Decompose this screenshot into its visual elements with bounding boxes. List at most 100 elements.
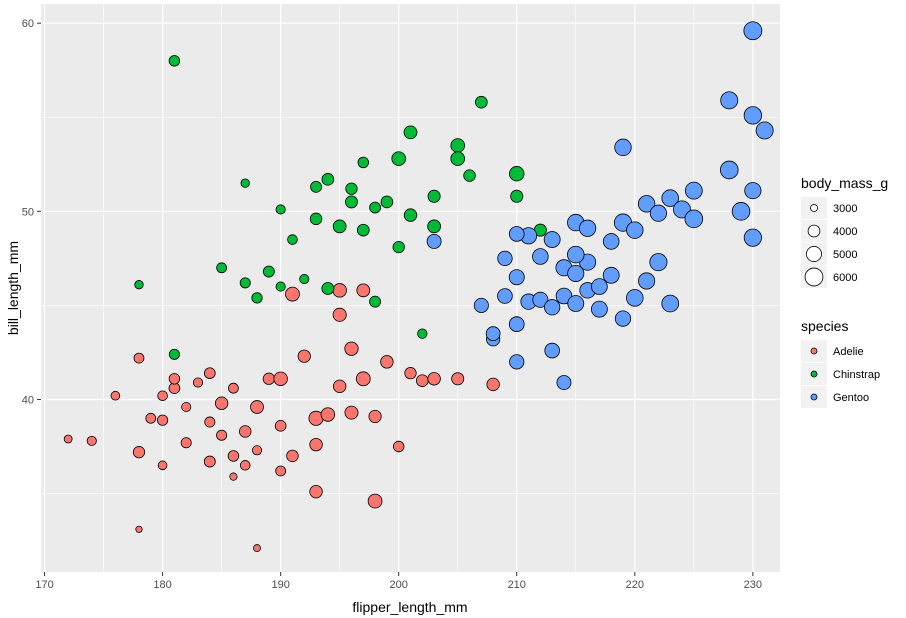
data-point — [743, 228, 762, 247]
y-axis-title: bill_length_mm — [5, 241, 21, 335]
data-point — [473, 297, 489, 313]
data-point — [626, 221, 644, 239]
y-tick-label: 40 — [22, 394, 34, 406]
data-point — [450, 151, 465, 166]
data-points — [63, 21, 774, 553]
data-point — [239, 425, 252, 438]
color-legend-key-chinstrap: Chinstrap — [801, 363, 880, 385]
data-point — [369, 201, 381, 214]
data-point — [543, 231, 561, 248]
data-point — [275, 204, 286, 215]
data-point — [297, 349, 311, 363]
data-point — [355, 371, 371, 387]
data-point — [86, 435, 97, 446]
data-point — [720, 91, 739, 110]
data-point — [168, 55, 181, 67]
data-point — [508, 269, 525, 286]
data-point — [731, 202, 751, 221]
data-point — [345, 182, 358, 195]
data-point — [532, 248, 549, 265]
data-point — [532, 291, 549, 308]
data-point — [744, 182, 762, 200]
data-point — [229, 472, 238, 481]
size-legend-label: 5000 — [833, 249, 857, 261]
data-point — [475, 95, 488, 109]
data-point — [508, 316, 525, 333]
x-tick-label: 170 — [35, 579, 53, 591]
size-legend-label: 3000 — [833, 203, 857, 215]
data-point — [403, 125, 418, 140]
data-point — [273, 371, 288, 386]
data-point — [556, 375, 572, 390]
data-point — [486, 377, 500, 392]
data-point — [649, 253, 668, 272]
data-point — [380, 355, 394, 369]
data-point — [743, 21, 763, 41]
color-legend: species Adelie Chinstrap Gentoo — [801, 318, 880, 408]
data-point — [344, 405, 359, 420]
data-point — [367, 493, 383, 509]
data-point — [63, 434, 73, 444]
size-legend-label: 6000 — [833, 272, 857, 284]
color-legend-label: Chinstrap — [833, 369, 880, 381]
data-point — [578, 219, 597, 237]
data-point — [591, 278, 608, 295]
data-point — [181, 401, 192, 413]
data-point — [240, 178, 250, 188]
x-tick-label: 180 — [153, 579, 171, 591]
data-point — [274, 419, 287, 432]
data-point — [485, 326, 501, 341]
color-legend-key-gentoo: Gentoo — [801, 386, 869, 408]
data-point — [134, 280, 144, 290]
x-tick-label: 220 — [626, 579, 644, 591]
data-point — [508, 226, 525, 242]
size-legend-key: 4000 — [801, 220, 857, 242]
data-point — [345, 195, 358, 209]
size-legend-key: 5000 — [801, 243, 857, 265]
data-point — [332, 283, 347, 298]
data-point — [497, 288, 513, 304]
data-point — [392, 440, 405, 453]
y-tick-label: 60 — [22, 18, 34, 30]
data-point — [626, 289, 644, 307]
data-point — [321, 282, 335, 295]
data-point — [391, 151, 406, 166]
data-point — [287, 234, 298, 245]
data-point — [156, 414, 169, 426]
data-point — [203, 367, 216, 379]
data-point — [344, 341, 359, 356]
data-point — [661, 189, 679, 207]
data-point — [719, 160, 739, 180]
data-point — [427, 189, 441, 203]
data-point — [684, 181, 703, 200]
data-point — [567, 245, 585, 264]
size-legend: body_mass_g 3000 4000 5000 6000 — [801, 175, 888, 288]
data-point — [192, 377, 204, 388]
color-legend-title: species — [801, 318, 848, 334]
data-point — [250, 400, 264, 414]
size-legend-symbol — [810, 204, 818, 212]
data-point — [157, 390, 168, 401]
data-point — [285, 286, 300, 302]
data-point — [567, 264, 585, 282]
color-legend-symbol — [810, 347, 818, 355]
data-point — [380, 195, 394, 209]
data-point — [227, 450, 240, 462]
color-legend-label: Adelie — [833, 346, 864, 358]
data-point — [426, 233, 442, 249]
series-gentoo — [426, 21, 774, 390]
data-point — [649, 204, 667, 222]
data-point — [544, 342, 560, 359]
data-point — [135, 525, 143, 533]
data-point — [216, 429, 228, 441]
data-point — [251, 292, 263, 304]
panel-background — [41, 4, 780, 572]
color-legend-symbol — [810, 393, 818, 401]
x-axis-title: flipper_length_mm — [352, 599, 467, 615]
data-point — [404, 367, 417, 380]
data-point — [510, 189, 524, 203]
data-point — [567, 295, 585, 312]
plot-panel — [41, 4, 780, 572]
x-tick-label: 190 — [271, 579, 289, 591]
size-legend-symbol — [806, 246, 822, 262]
